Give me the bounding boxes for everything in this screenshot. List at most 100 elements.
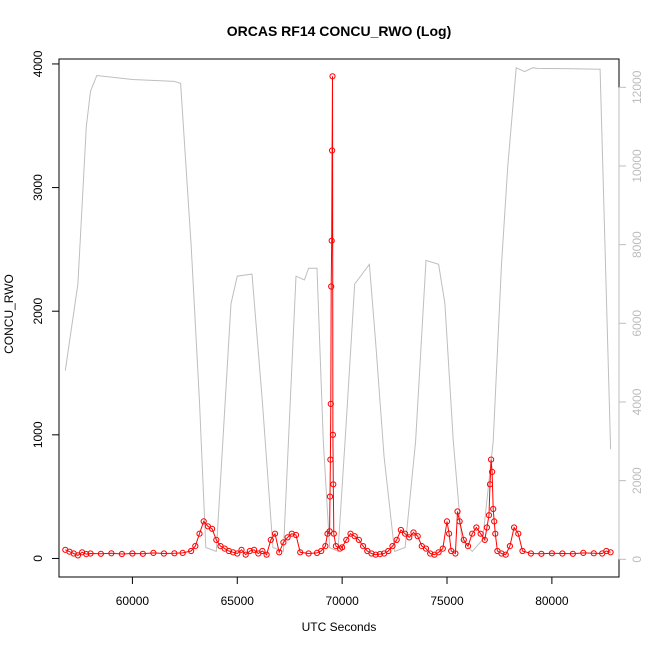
data-point <box>397 526 404 534</box>
data-point <box>422 545 430 552</box>
data-point <box>328 237 335 244</box>
data-point <box>327 456 334 463</box>
y2-tick-label: 10000 <box>630 149 644 183</box>
concu-rwo-line <box>65 76 611 556</box>
data-point <box>209 525 216 532</box>
data-point <box>139 550 146 557</box>
y-tick-label: 1000 <box>31 421 45 448</box>
data-point <box>481 536 488 544</box>
data-point <box>284 534 291 541</box>
y-axis-label: CONCU_RWO <box>2 274 16 354</box>
data-point <box>590 550 597 557</box>
altitude-line <box>64 66 612 553</box>
data-point <box>225 547 232 555</box>
data-point <box>510 524 518 531</box>
data-point <box>74 552 82 559</box>
data-point <box>464 543 472 550</box>
y-tick-label: 3000 <box>31 174 45 201</box>
y2-tick-label: 8000 <box>630 231 644 258</box>
data-point <box>607 549 614 556</box>
data-point <box>246 547 253 555</box>
data-point <box>230 549 237 556</box>
data-point <box>188 547 195 555</box>
x-tick-label: 70000 <box>325 594 359 608</box>
data-point <box>267 536 274 544</box>
data-point <box>559 550 566 557</box>
data-point <box>488 456 495 463</box>
concu-rwo-points <box>62 73 614 559</box>
x-tick-label: 80000 <box>535 594 569 608</box>
data-point <box>196 530 203 537</box>
data-point <box>234 550 241 557</box>
data-point <box>469 530 476 537</box>
data-point <box>443 518 451 525</box>
data-point <box>263 551 270 558</box>
data-point <box>502 551 509 558</box>
data-point <box>200 518 207 525</box>
plot-box <box>58 58 620 578</box>
data-point <box>548 550 556 557</box>
y2-tick-label: 2000 <box>630 467 644 494</box>
data-point <box>483 524 490 531</box>
data-point <box>171 550 178 557</box>
data-point <box>393 536 400 544</box>
data-point <box>410 529 417 536</box>
data-point <box>515 530 522 537</box>
data-point <box>213 536 220 544</box>
data-point <box>456 518 463 525</box>
data-point <box>87 550 94 557</box>
data-point <box>477 530 484 537</box>
data-point <box>372 551 379 558</box>
data-point <box>538 550 545 557</box>
x-tick-label: 60000 <box>116 594 150 608</box>
data-point <box>446 530 453 537</box>
data-point <box>485 512 493 519</box>
data-point <box>305 550 312 557</box>
data-point <box>351 533 358 540</box>
data-point <box>330 481 337 488</box>
data-point <box>288 530 295 537</box>
x-tick-label: 65000 <box>221 594 255 608</box>
data-point <box>527 550 535 557</box>
x-axis: 60000 65000 70000 75000 80000 <box>116 576 569 608</box>
data-point <box>569 550 577 557</box>
data-point <box>329 73 336 80</box>
data-point <box>460 536 467 544</box>
data-point <box>355 536 362 544</box>
data-point <box>414 533 421 540</box>
data-point <box>491 518 498 525</box>
data-point <box>427 550 434 557</box>
data-point <box>490 505 497 513</box>
data-point <box>179 549 186 557</box>
data-point <box>276 549 283 556</box>
data-point <box>322 543 329 550</box>
data-point <box>108 550 115 557</box>
data-point <box>318 547 325 555</box>
y-axis-left: 0 1000 2000 3000 4000 <box>31 50 60 562</box>
data-point <box>97 550 105 557</box>
data-point <box>328 283 335 290</box>
data-point <box>402 530 409 537</box>
data-point <box>326 493 334 500</box>
data-point <box>439 545 446 552</box>
y-tick-label: 0 <box>31 555 45 562</box>
data-point <box>454 508 461 515</box>
data-point <box>129 550 136 557</box>
data-point <box>339 544 346 551</box>
y2-tick-label: 0 <box>630 556 644 563</box>
data-point <box>238 546 245 553</box>
data-point <box>498 550 505 557</box>
data-point <box>329 147 336 154</box>
x-tick-label: 75000 <box>430 594 464 608</box>
data-point <box>280 539 287 546</box>
data-point <box>486 481 494 488</box>
data-point <box>406 534 413 541</box>
chart-title: ORCAS RF14 CONCU_RWO (Log) <box>227 23 452 39</box>
data-point <box>83 551 90 558</box>
data-point <box>492 530 499 537</box>
data-point <box>242 551 249 558</box>
data-point <box>435 549 442 556</box>
altitude-series <box>64 66 612 553</box>
data-point <box>329 431 336 438</box>
